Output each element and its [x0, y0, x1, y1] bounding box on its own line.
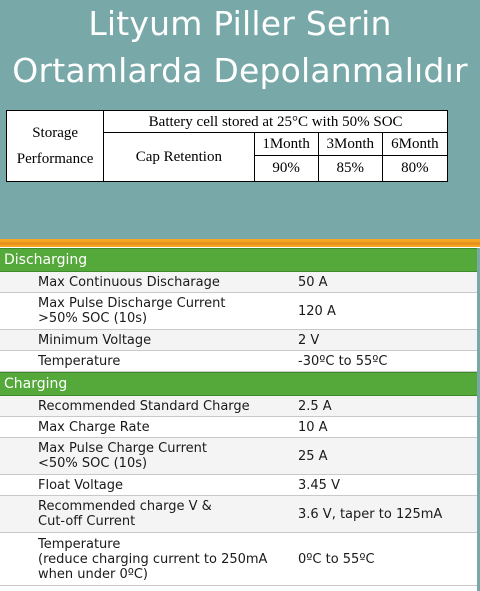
- spec-value: 50 A: [298, 274, 328, 290]
- spec-row: Max Charge Rate 10 A: [0, 417, 477, 438]
- right-edge-strip: [477, 248, 480, 591]
- spec-value: 3.45 V: [298, 477, 340, 493]
- spec-label: Max Charge Rate: [38, 419, 150, 435]
- spec-value: 2.5 A: [298, 398, 332, 414]
- period-3month: 3Month: [317, 132, 383, 156]
- orange-divider: [0, 239, 480, 247]
- spec-row: Temperature (reduce charging current to 2…: [0, 533, 477, 586]
- spec-label: Float Voltage: [38, 477, 124, 493]
- title-banner: Lityum Piller Serin Ortamlarda Depolanma…: [0, 0, 480, 239]
- spec-row: Recommended Standard Charge 2.5 A: [0, 396, 477, 417]
- title-line-1: Lityum Piller Serin: [88, 4, 392, 43]
- period-1month: 1Month: [253, 132, 319, 156]
- spec-label: Max Continuous Discharage: [38, 274, 220, 290]
- spec-value: 120 A: [298, 303, 336, 319]
- discharging-header: Discharging: [0, 248, 477, 272]
- spec-value: 25 A: [298, 448, 328, 464]
- storage-condition: Battery cell stored at 25°C with 50% SOC: [103, 109, 448, 134]
- spec-label: Recommended charge V & Cut-off Current: [38, 499, 212, 529]
- retention-1month: 90%: [253, 154, 319, 183]
- storage-performance-table: Storage Performance Battery cell stored …: [5, 109, 449, 183]
- spec-row: Max Continuous Discharage 50 A: [0, 272, 477, 293]
- spec-row: Minimum Voltage 2 V: [0, 330, 477, 351]
- spec-row: Temperature -30ºC to 55ºC: [0, 351, 477, 372]
- storage-performance-label: Storage Performance: [5, 110, 105, 182]
- spec-table: Discharging Max Continuous Discharage 50 …: [0, 248, 477, 586]
- spec-value: 2 V: [298, 332, 320, 348]
- charging-rows: Recommended Standard Charge 2.5 A Max Char…: [0, 396, 477, 586]
- cap-retention-label: Cap Retention: [103, 132, 255, 182]
- spec-label: Max Pulse Charge Current <50% SOC (10s): [38, 441, 207, 471]
- spec-value: 10 A: [298, 419, 328, 435]
- spec-label: Minimum Voltage: [38, 332, 152, 348]
- retention-6month: 80%: [381, 154, 449, 183]
- spec-label: Temperature: [38, 353, 121, 369]
- spec-label: Recommended Standard Charge: [38, 398, 250, 414]
- title-line-2: Ortamlarda Depolanmalıdır: [12, 51, 468, 90]
- spec-row: Max Pulse Charge Current <50% SOC (10s) 25…: [0, 438, 477, 475]
- spec-value: -30ºC to 55ºC: [298, 353, 388, 369]
- charging-header: Charging: [0, 372, 477, 396]
- spec-row: Max Pulse Discharge Current >50% SOC (10s…: [0, 293, 477, 330]
- spec-label: Temperature (reduce charging current to 2…: [38, 536, 268, 582]
- storage-label: Storage: [32, 125, 79, 141]
- spec-row: Float Voltage 3.45 V: [0, 475, 477, 496]
- spec-label: Max Pulse Discharge Current >50% SOC (10s…: [38, 296, 226, 326]
- spec-value: 0ºC to 55ºC: [298, 551, 375, 567]
- spec-row: Recommended charge V & Cut-off Current 3.6…: [0, 496, 477, 533]
- spec-value: 3.6 V, taper to 125mA: [298, 506, 443, 522]
- performance-label: Performance: [16, 151, 94, 167]
- page-title: Lityum Piller Serin Ortamlarda Depolanma…: [0, 0, 480, 94]
- discharging-rows: Max Continuous Discharage 50 A Max Pulse D…: [0, 272, 477, 372]
- period-6month: 6Month: [381, 132, 449, 156]
- retention-3month: 85%: [317, 154, 383, 183]
